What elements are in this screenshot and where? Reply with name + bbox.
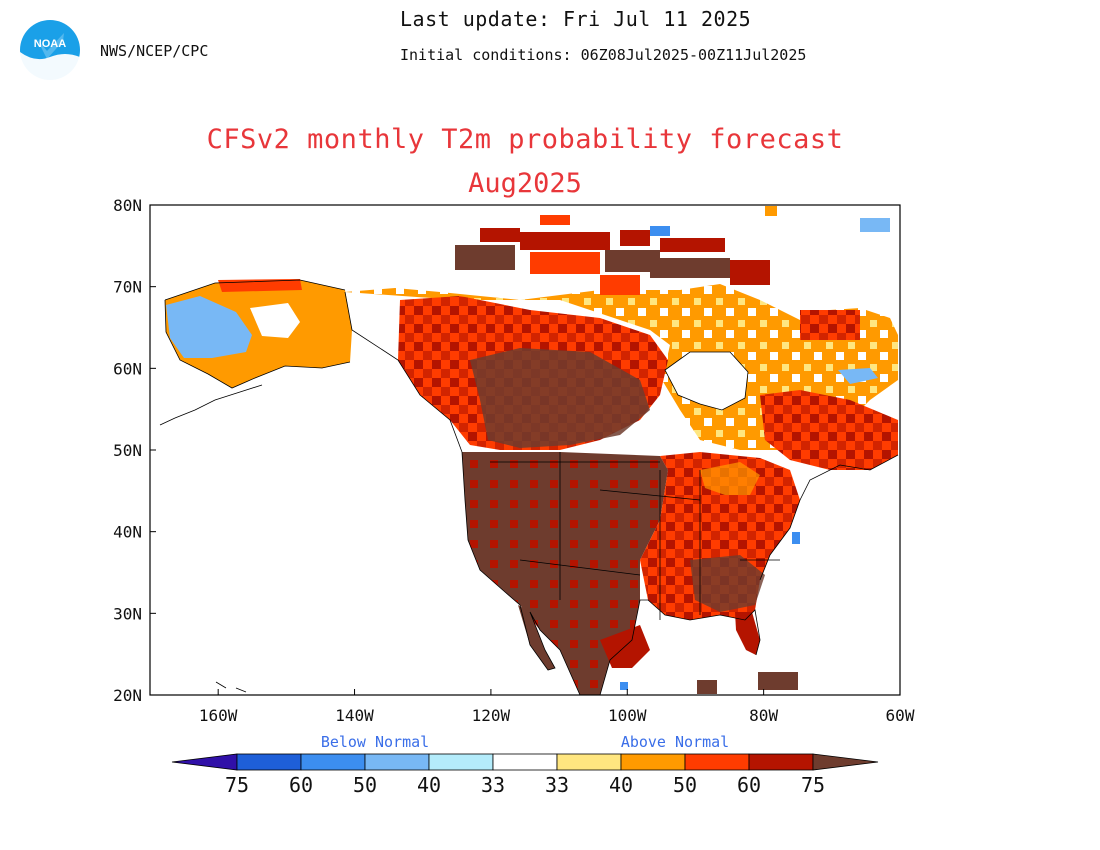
map-fill-layer bbox=[150, 205, 900, 695]
region-canada-brown bbox=[470, 348, 650, 448]
region-below-gulf bbox=[620, 682, 628, 690]
region-hudson-bay bbox=[665, 352, 748, 410]
initial-conditions: Initial conditions: 06Z08Jul2025-00Z11Ju… bbox=[400, 46, 807, 64]
lat-label: 60N bbox=[113, 359, 142, 378]
lon-label: 80W bbox=[749, 706, 778, 725]
lat-label: 80N bbox=[113, 196, 142, 215]
region-baja bbox=[518, 605, 555, 670]
lat-label: 50N bbox=[113, 441, 142, 460]
legend-tick-label: 60 bbox=[289, 773, 313, 797]
legend-arrow-above bbox=[812, 753, 879, 771]
legend-ticks: 75 60 50 40 33 33 40 50 60 75 bbox=[225, 773, 825, 797]
region-great-lakes-orange bbox=[700, 462, 760, 495]
color-legend: Below Normal Above Normal 75 60 50 40 33 33 40… bbox=[171, 733, 879, 797]
longitude-axis: 160W 140W 120W 100W 80W 60W bbox=[199, 689, 915, 725]
map-subtitle: Aug2025 bbox=[468, 168, 582, 199]
legend-tick-label: 50 bbox=[673, 773, 697, 797]
legend-swatch-above-40-50 bbox=[620, 753, 686, 771]
coastlines bbox=[159, 279, 899, 696]
arctic-islands bbox=[455, 206, 890, 340]
lon-label: 100W bbox=[608, 706, 647, 725]
legend-tick-label: 50 bbox=[353, 773, 377, 797]
probability-map: 80N 70N 60N 50N 40N 30N 20N 160W 140W 120W 100W 80… bbox=[113, 196, 915, 725]
above-normal-label: Above Normal bbox=[621, 733, 729, 751]
region-alaska-normal bbox=[250, 303, 300, 338]
legend-tick-label: 40 bbox=[609, 773, 633, 797]
legend-tick-label: 33 bbox=[545, 773, 569, 797]
region-below-midatlantic bbox=[792, 532, 800, 544]
region-alaska-north bbox=[218, 279, 302, 292]
latitude-axis: 80N 70N 60N 50N 40N 30N 20N bbox=[113, 196, 156, 705]
legend-swatch-above-60-75 bbox=[748, 753, 814, 771]
lon-label: 160W bbox=[199, 706, 238, 725]
region-florida bbox=[735, 612, 760, 655]
legend-tick-label: 75 bbox=[225, 773, 249, 797]
lat-label: 20N bbox=[113, 686, 142, 705]
lat-label: 40N bbox=[113, 523, 142, 542]
legend-swatch-below-33-40 bbox=[428, 753, 494, 771]
lon-label: 60W bbox=[886, 706, 915, 725]
legend-bar bbox=[171, 753, 879, 771]
lon-label: 120W bbox=[472, 706, 511, 725]
region-alaska-west-below bbox=[166, 296, 252, 358]
legend-tick-label: 33 bbox=[481, 773, 505, 797]
below-normal-label: Below Normal bbox=[321, 733, 429, 751]
legend-arrow-below bbox=[171, 753, 238, 771]
region-cuba bbox=[758, 672, 798, 690]
region-southeast-brown bbox=[690, 555, 765, 612]
last-update: Last update: Fri Jul 11 2025 bbox=[400, 7, 752, 31]
lat-label: 70N bbox=[113, 278, 142, 297]
logo-text: NOAA bbox=[34, 38, 66, 50]
noaa-logo: NOAA bbox=[19, 20, 80, 81]
legend-swatch-below-50-60 bbox=[300, 753, 366, 771]
lon-label: 140W bbox=[335, 706, 374, 725]
legend-swatch-below-60-75 bbox=[236, 753, 302, 771]
legend-swatch-above-50-60 bbox=[684, 753, 750, 771]
legend-tick-label: 40 bbox=[417, 773, 441, 797]
region-yucatan bbox=[697, 680, 717, 694]
region-canada-orange bbox=[345, 284, 898, 450]
map-title: CFSv2 monthly T2m probability forecast bbox=[206, 124, 844, 155]
region-labrador-below bbox=[838, 368, 878, 384]
region-quebec-east bbox=[760, 390, 898, 470]
legend-swatch-below-40-50 bbox=[364, 753, 430, 771]
legend-swatch-normal bbox=[492, 753, 558, 771]
legend-tick-label: 60 bbox=[737, 773, 761, 797]
agency-label: NWS/NCEP/CPC bbox=[100, 42, 209, 60]
legend-tick-label: 75 bbox=[801, 773, 825, 797]
lat-label: 30N bbox=[113, 604, 142, 623]
legend-swatch-above-33-40 bbox=[556, 753, 622, 771]
